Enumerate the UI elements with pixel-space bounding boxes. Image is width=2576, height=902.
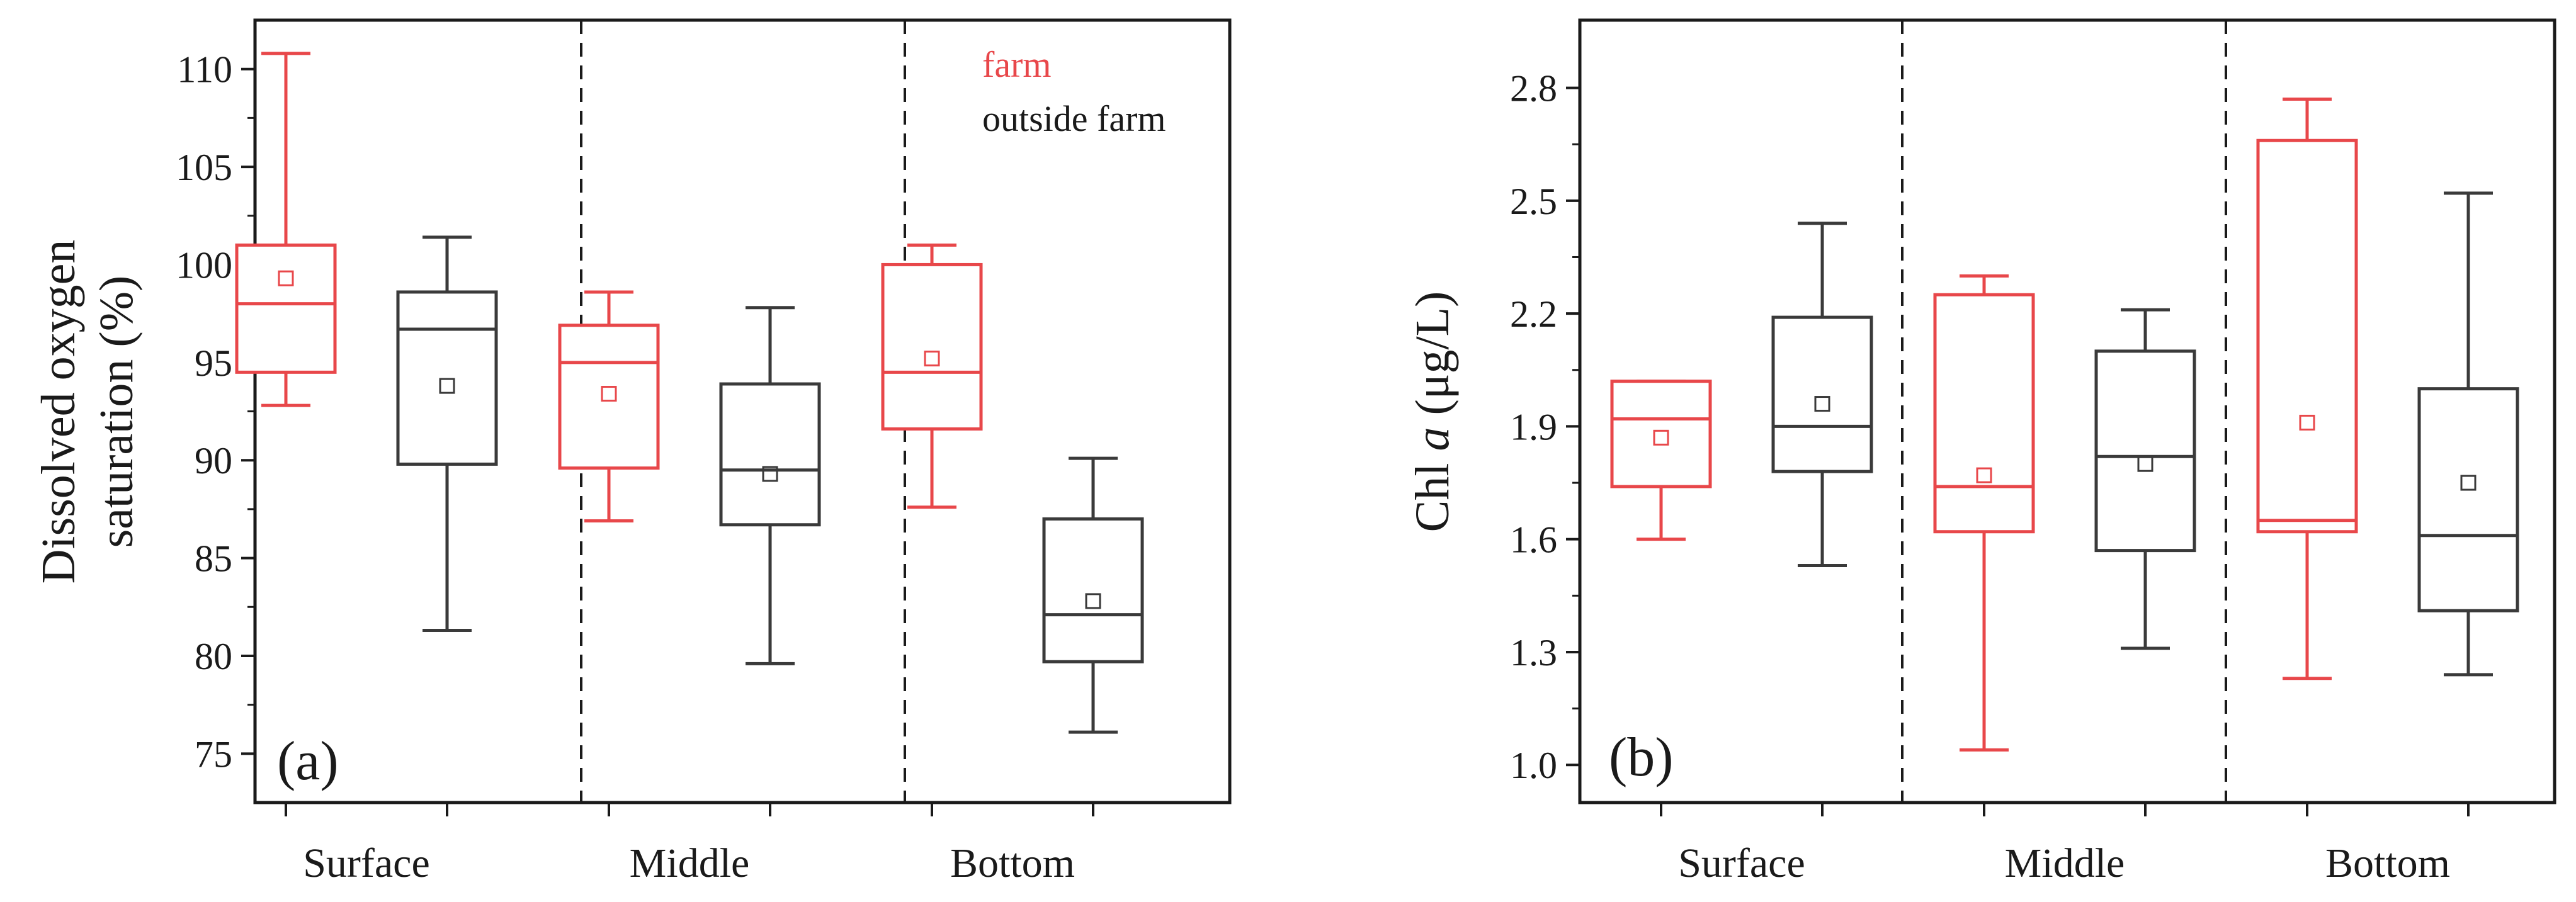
panel-b-box-farm-surface — [1610, 380, 1712, 541]
panel-a-y-tick-label: 75 — [195, 733, 232, 775]
panel-b-y-ticks: 1.0 1.3 1.6 1.9 2.2 2.5 2.8 — [1510, 68, 1580, 786]
panel-b-x-category-label: Middle — [2005, 840, 2125, 886]
panel-a-y-tick-label: 90 — [195, 440, 232, 482]
legend-farm: farm — [982, 44, 1052, 85]
panel-a-label: (a) — [277, 731, 339, 792]
panel-b-box-outside-farm-middle — [2094, 308, 2196, 650]
mean-marker — [2460, 475, 2477, 491]
panel-b-y-tick-label: 1.0 — [1510, 745, 1557, 786]
panel-a-ylabel-line2: saturation (%) — [90, 276, 143, 548]
panel-b-frame — [1578, 18, 2556, 804]
mean-marker — [1653, 429, 1669, 446]
iqr-box — [1610, 380, 1712, 488]
mean-marker — [278, 270, 294, 286]
panel-b-boxes — [1610, 97, 2519, 752]
panel-b-dividers — [1901, 20, 2227, 803]
panel-b-box-farm-bottom — [2256, 97, 2358, 680]
mean-marker — [1976, 467, 1992, 483]
panel-a-ylabel-line1: Dissolved oxygen — [32, 240, 85, 584]
panel-b: 1.0 1.3 1.6 1.9 2.2 2.5 2.8 Surface Middle Botto… — [1406, 18, 2556, 886]
iqr-box — [719, 382, 821, 527]
legend-outside-farm: outside farm — [982, 98, 1166, 139]
panel-a-boxes — [235, 52, 1144, 734]
panel-a-x-ticks: Surface Middle Bottom — [285, 803, 1094, 886]
panel-a-x-category-label: Surface — [303, 840, 430, 886]
panel-a-x-category-label: Middle — [630, 840, 750, 886]
iqr-box — [1771, 315, 1873, 473]
panel-b-x-category-label: Bottom — [2325, 840, 2450, 886]
panel-b-y-tick-label: 1.9 — [1510, 406, 1557, 448]
panel-b-ylabel: Chl a (μg/L) — [1406, 291, 1459, 533]
mean-marker — [1085, 593, 1101, 609]
iqr-box — [2417, 387, 2519, 612]
panel-b-box-outside-farm-surface — [1771, 222, 1873, 568]
mean-marker — [601, 386, 617, 402]
panel-b-y-tick-label: 2.5 — [1510, 181, 1557, 222]
panel-b-x-ticks: Surface Middle Bottom — [1660, 803, 2470, 886]
mean-marker — [924, 351, 940, 367]
panel-b-y-tick-label: 1.6 — [1510, 519, 1557, 561]
iqr-box — [2094, 349, 2196, 553]
iqr-box — [1933, 293, 2035, 534]
mean-marker — [439, 378, 455, 394]
panel-a-box-farm-bottom — [881, 243, 983, 509]
panel-a-y-tick-label: 110 — [177, 49, 232, 91]
panel-a-box-outside-farm-bottom — [1042, 456, 1144, 734]
mean-marker — [2299, 414, 2315, 431]
mean-marker — [1814, 396, 1830, 412]
mean-marker — [2137, 456, 2153, 472]
panel-a-box-outside-farm-surface — [396, 235, 498, 633]
iqr-box — [2256, 138, 2358, 534]
panel-a-y-tick-label: 105 — [176, 147, 232, 188]
panel-a-y-tick-label: 95 — [195, 342, 232, 384]
mean-marker — [762, 466, 778, 482]
panel-b-ylabel-italic: a — [1406, 427, 1459, 451]
iqr-box — [558, 324, 660, 470]
panel-b-ylabel-suffix: (μg/L) — [1406, 291, 1459, 427]
panel-a-box-outside-farm-middle — [719, 306, 821, 665]
panel-a-y-tick-label: 85 — [195, 538, 232, 580]
iqr-box — [1042, 517, 1144, 663]
panel-b-label: (b) — [1609, 727, 1674, 788]
panel-b-y-tick-label: 2.8 — [1510, 68, 1557, 110]
panel-a-y-tick-label: 80 — [195, 636, 232, 677]
panel-b-box-outside-farm-bottom — [2417, 191, 2519, 677]
panel-a-y-tick-label: 100 — [176, 244, 232, 286]
panel-a-box-farm-surface — [235, 52, 337, 407]
panel-b-ylabel-prefix: Chl — [1406, 451, 1459, 533]
panel-b-box-farm-middle — [1933, 274, 2035, 752]
panel-b-x-category-label: Surface — [1678, 840, 1805, 886]
panel-a-y-ticks: 75 80 85 90 95 100 105 110 — [176, 49, 255, 775]
panel-a-box-farm-middle — [558, 290, 660, 523]
iqr-box — [235, 243, 337, 374]
iqr-box — [881, 262, 983, 431]
panel-b-y-tick-label: 1.3 — [1510, 632, 1557, 674]
panel-a-x-category-label: Bottom — [950, 840, 1075, 886]
panel-b-y-tick-label: 2.2 — [1510, 293, 1557, 335]
